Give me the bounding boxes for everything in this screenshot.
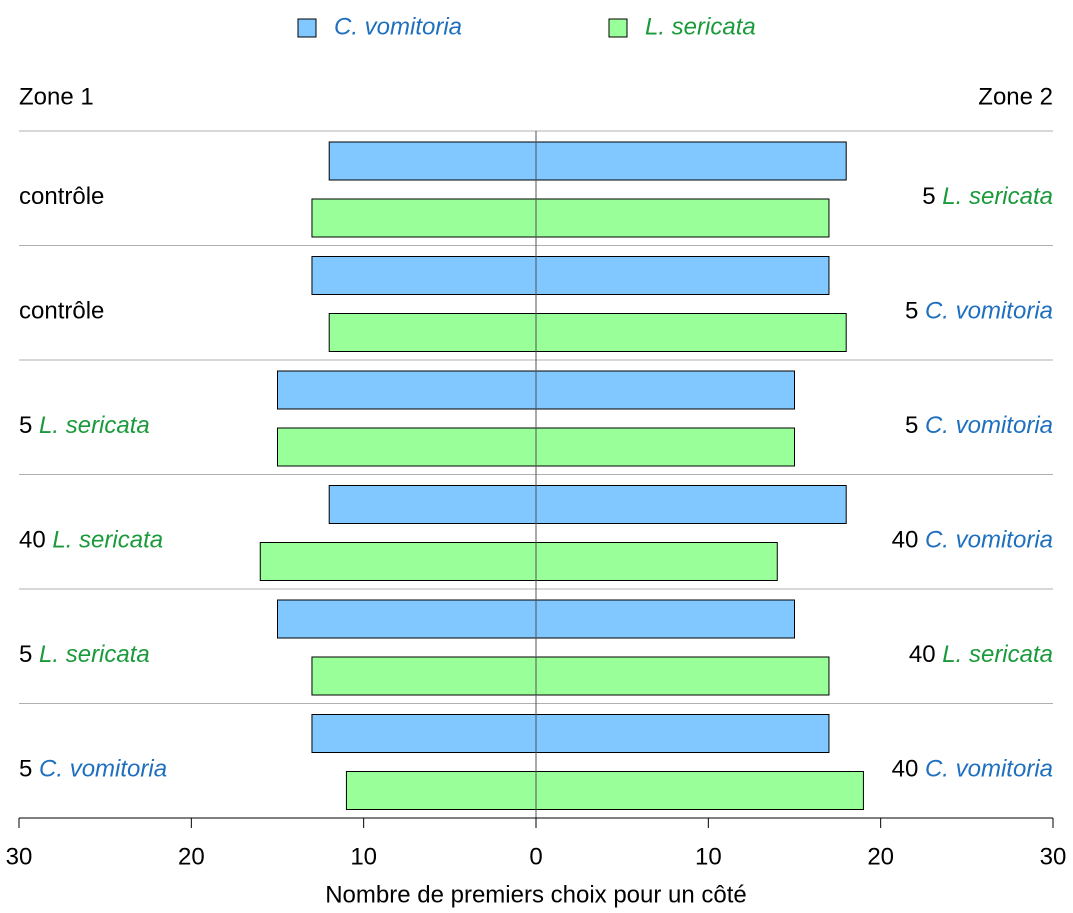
zone-label: Zone 2	[978, 83, 1053, 110]
x-tick-label: 30	[1040, 843, 1067, 870]
row-label: 5 L. sericata	[19, 641, 150, 668]
legend-label: C. vomitoria	[334, 13, 462, 40]
bar	[535, 656, 830, 696]
x-axis-title: Nombre de premiers choix pour un côté	[325, 881, 747, 908]
label-text: contrôle	[19, 298, 104, 325]
label-count: 40	[892, 756, 919, 783]
row-label: contrôle	[19, 183, 104, 210]
zone-label: Zone 1	[19, 83, 94, 110]
x-tick-label: 10	[695, 843, 722, 870]
bar	[535, 485, 847, 524]
bar	[535, 427, 795, 467]
row-label: contrôle	[19, 298, 104, 325]
bar	[328, 313, 537, 352]
x-tick-label: 20	[867, 843, 894, 870]
bar	[535, 313, 847, 352]
label-species: L. sericata	[942, 183, 1053, 210]
bar	[535, 198, 830, 238]
row-label: 40 L. sericata	[19, 527, 163, 554]
legend-label: L. sericata	[645, 13, 756, 40]
label-count: 5	[922, 183, 935, 210]
row-label: 40 C. vomitoria	[892, 527, 1053, 554]
bar	[535, 542, 778, 581]
row-label: 5 L. sericata	[922, 183, 1053, 210]
label-species: L. sericata	[39, 641, 150, 668]
row-label: 5 C. vomitoria	[905, 412, 1053, 439]
bar	[535, 370, 795, 410]
label-species: C. vomitoria	[925, 527, 1053, 554]
bar	[535, 256, 830, 295]
x-tick-label: 30	[6, 843, 33, 870]
x-tick-label: 10	[350, 843, 377, 870]
bar	[328, 141, 537, 181]
label-count: 5	[905, 298, 918, 325]
bar	[311, 256, 537, 295]
row-label: 5 L. sericata	[19, 412, 150, 439]
row-label: 5 C. vomitoria	[905, 298, 1053, 325]
bar	[535, 714, 830, 753]
label-count: 5	[19, 412, 32, 439]
bar	[311, 656, 537, 696]
label-count: 40	[909, 641, 936, 668]
label-species: L. sericata	[39, 412, 150, 439]
x-tick-label: 20	[178, 843, 205, 870]
label-species: C. vomitoria	[925, 756, 1053, 783]
legend-swatch	[608, 18, 628, 38]
bar	[328, 485, 537, 524]
label-species: L. sericata	[942, 641, 1053, 668]
label-count: 5	[905, 412, 918, 439]
bar	[277, 427, 537, 467]
row-label: 40 L. sericata	[909, 641, 1053, 668]
row-label: 5 C. vomitoria	[19, 756, 167, 783]
label-count: 40	[19, 527, 46, 554]
label-count: 5	[19, 641, 32, 668]
row-label: 40 C. vomitoria	[892, 756, 1053, 783]
label-species: C. vomitoria	[925, 412, 1053, 439]
x-tick-label: 0	[529, 843, 542, 870]
label-count: 40	[892, 527, 919, 554]
bar	[535, 771, 864, 810]
bar	[259, 542, 537, 581]
label-count: 5	[19, 756, 32, 783]
bar	[311, 714, 537, 753]
label-species: L. sericata	[52, 527, 163, 554]
bar	[277, 599, 537, 639]
bar	[535, 141, 847, 181]
bar	[345, 771, 537, 810]
label-species: C. vomitoria	[39, 756, 167, 783]
bar	[277, 370, 537, 410]
legend-swatch	[297, 18, 317, 38]
bar	[535, 599, 795, 639]
label-species: C. vomitoria	[925, 298, 1053, 325]
label-text: contrôle	[19, 183, 104, 210]
bar	[311, 198, 537, 238]
